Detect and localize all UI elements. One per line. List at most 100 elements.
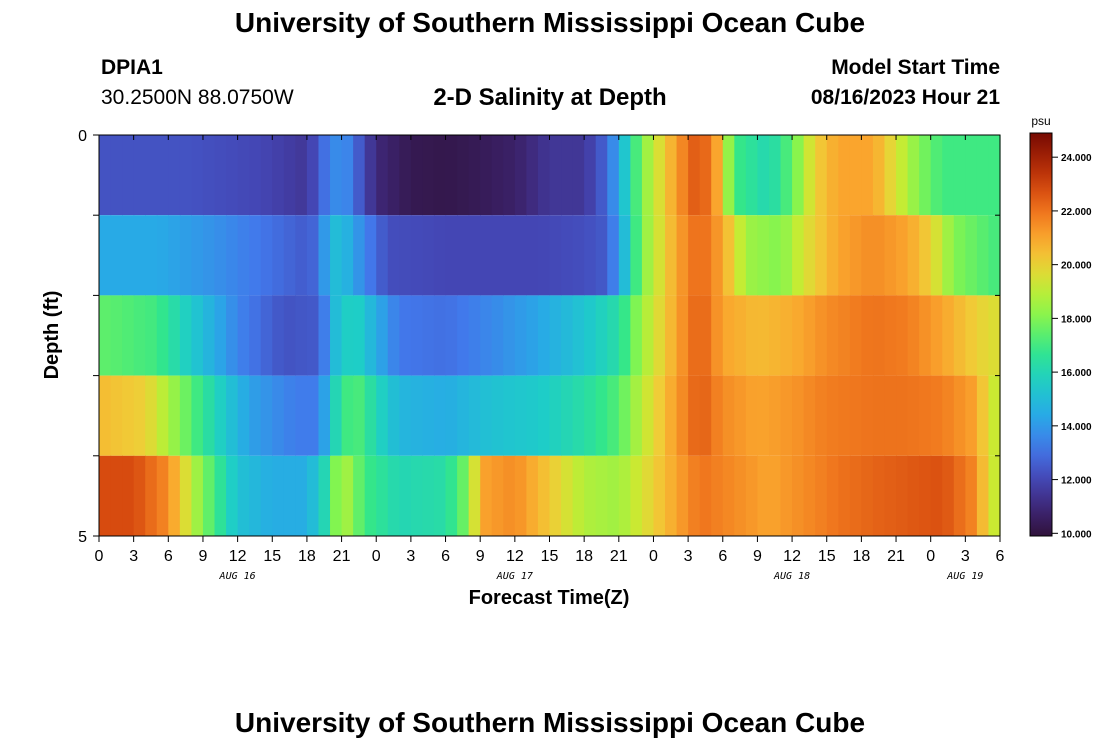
heatmap-cell [156, 455, 169, 536]
heatmap-cell [272, 215, 285, 296]
x-tick-label: 15 [541, 548, 559, 565]
heatmap-cell [133, 295, 146, 376]
heatmap-cell [353, 295, 366, 376]
heatmap-cell [884, 375, 897, 456]
heatmap-cell [930, 295, 943, 376]
heatmap-cell [422, 135, 435, 216]
heatmap-cell [561, 135, 574, 216]
heatmap-cell [838, 375, 851, 456]
heatmap-cell [792, 135, 805, 216]
heatmap-cell [237, 215, 250, 296]
heatmap-cell [676, 215, 689, 296]
colorbar-tick-label: 10.000 [1061, 529, 1092, 540]
heatmap-cell [653, 295, 666, 376]
heatmap-cell [942, 375, 955, 456]
heatmap-cell [815, 375, 828, 456]
heatmap-cell [595, 375, 608, 456]
heatmap-cell [353, 215, 366, 296]
heatmap-cell [988, 375, 1001, 456]
heatmap-cell [306, 215, 320, 296]
heatmap-cell [249, 455, 262, 536]
heatmap-cell [561, 295, 574, 376]
heatmap-cell [896, 215, 909, 296]
heatmap-cell [641, 295, 655, 376]
heatmap-cell [179, 375, 193, 456]
heatmap-cell [514, 215, 527, 296]
heatmap-cell [145, 215, 158, 296]
heatmap-cell [572, 135, 585, 216]
heatmap-cell [815, 295, 828, 376]
heatmap-cell [237, 295, 250, 376]
heatmap-cell [838, 455, 851, 536]
heatmap-cell [965, 295, 978, 376]
heatmap-cell [399, 215, 412, 296]
heatmap-cell [341, 215, 354, 296]
x-tick-label: 9 [476, 548, 485, 565]
heatmap-cell [422, 375, 435, 456]
heatmap-cell [410, 215, 424, 296]
heatmap-cell [607, 455, 620, 536]
heatmap-cell [480, 215, 493, 296]
heatmap-cell [353, 375, 366, 456]
heatmap-cell [514, 375, 527, 456]
heatmap-cell [641, 135, 655, 216]
heatmap-cell [595, 455, 608, 536]
heatmap-cell [549, 375, 562, 456]
heatmap-cell [965, 375, 978, 456]
heatmap-cell [722, 375, 735, 456]
heatmap-cell [283, 295, 296, 376]
heatmap-cell [607, 215, 620, 296]
heatmap-cell [919, 135, 932, 216]
heatmap-cell [306, 135, 320, 216]
heatmap-cell [168, 375, 181, 456]
heatmap-cell [399, 295, 412, 376]
x-tick-label: 12 [783, 548, 801, 565]
heatmap-cell [792, 215, 805, 296]
heatmap-cell [561, 455, 574, 536]
x-tick-label: 18 [852, 548, 870, 565]
heatmap-cell [722, 135, 735, 216]
heatmap-cell [480, 295, 493, 376]
heatmap-cell [537, 135, 551, 216]
heatmap-cell [480, 375, 493, 456]
x-tick-label: 0 [926, 548, 935, 565]
heatmap-cell [734, 455, 747, 536]
heatmap-cell [861, 295, 874, 376]
heatmap-cell [711, 135, 724, 216]
heatmap-cell [503, 295, 516, 376]
heatmap-cell [376, 215, 389, 296]
heatmap-cell [699, 455, 712, 536]
heatmap-cell [133, 455, 146, 536]
colorbar-tick-label: 20.000 [1061, 261, 1092, 272]
x-tick-label: 3 [129, 548, 138, 565]
heatmap-cell [422, 295, 435, 376]
heatmap-cell [457, 375, 470, 456]
heatmap-cell [965, 135, 978, 216]
heatmap-cell [988, 455, 1001, 536]
heatmap-cell [422, 215, 435, 296]
x-tick-label: 9 [753, 548, 762, 565]
heatmap-cell [99, 295, 112, 376]
heatmap-cell [745, 135, 759, 216]
heatmap-cell [745, 215, 759, 296]
heatmap-cell [226, 295, 239, 376]
heatmap-cell [872, 295, 886, 376]
heatmap-cell [792, 455, 805, 536]
heatmap-cell [849, 135, 862, 216]
heatmap-cell [295, 215, 308, 296]
heatmap-cell [491, 215, 504, 296]
heatmap-cell [226, 455, 239, 536]
heatmap-cell [410, 455, 424, 536]
y-tick-label: 5 [78, 529, 87, 546]
y-axis-label: Depth (ft) [41, 291, 63, 380]
heatmap-cell [953, 295, 966, 376]
heatmap-cell [433, 375, 447, 456]
heatmap-cell [803, 455, 816, 536]
heatmap-cell [364, 295, 377, 376]
x-tick-label: 21 [333, 548, 351, 565]
heatmap-cell [237, 375, 250, 456]
heatmap-cell [584, 375, 597, 456]
heatmap-cell [768, 375, 782, 456]
heatmap-cell [838, 135, 851, 216]
heatmap-cell [838, 295, 851, 376]
